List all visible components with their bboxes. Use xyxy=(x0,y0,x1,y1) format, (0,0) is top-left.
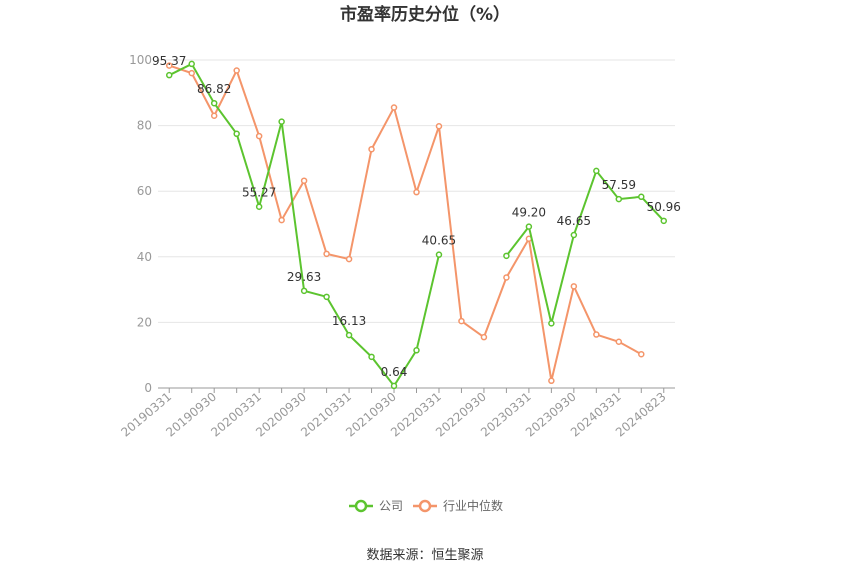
data-point[interactable] xyxy=(165,62,173,69)
data-point[interactable] xyxy=(300,177,308,184)
legend-company-label: 公司 xyxy=(379,499,403,513)
data-label: 0.64 xyxy=(381,365,408,379)
data-point[interactable] xyxy=(548,320,555,327)
data-point[interactable] xyxy=(413,188,420,196)
data-point[interactable] xyxy=(345,331,353,339)
legend-industry-marker-icon xyxy=(418,499,432,513)
data-point[interactable] xyxy=(525,223,533,230)
series-lines xyxy=(165,60,668,390)
series-line xyxy=(168,64,642,382)
data-point[interactable] xyxy=(210,99,218,107)
data-point[interactable] xyxy=(390,382,398,390)
data-label: 46.65 xyxy=(557,214,591,228)
data-point[interactable] xyxy=(638,193,645,201)
data-point[interactable] xyxy=(593,167,600,175)
data-point[interactable] xyxy=(458,317,465,325)
legend-industry-label: 行业中位数 xyxy=(443,498,503,513)
data-point[interactable] xyxy=(300,287,308,295)
data-point[interactable] xyxy=(660,217,668,225)
data-label: 95.37 xyxy=(152,54,186,68)
data-point[interactable] xyxy=(278,118,285,125)
data-source-note: 数据来源：恒生聚源 xyxy=(366,548,483,563)
data-point[interactable] xyxy=(188,60,195,68)
x-tick-label: 20240823 xyxy=(613,390,669,440)
data-point[interactable] xyxy=(233,130,240,138)
y-tick-label: 60 xyxy=(137,184,152,198)
data-point[interactable] xyxy=(570,283,578,290)
legend-company-marker-icon xyxy=(354,499,368,513)
y-tick-label: 0 xyxy=(144,381,152,395)
data-point[interactable] xyxy=(503,252,510,260)
data-point[interactable] xyxy=(255,132,263,140)
legend-item-industry[interactable]: 行业中位数 xyxy=(413,498,503,513)
data-point[interactable] xyxy=(593,331,600,338)
data-point[interactable] xyxy=(368,145,375,153)
data-point[interactable] xyxy=(390,104,398,111)
data-point[interactable] xyxy=(233,67,240,74)
data-label: 57.59 xyxy=(602,178,636,192)
data-point[interactable] xyxy=(480,333,488,341)
data-label: 49.20 xyxy=(512,206,546,220)
series-line xyxy=(168,62,440,388)
data-point[interactable] xyxy=(615,195,623,203)
data-point[interactable] xyxy=(345,255,353,263)
x-axis xyxy=(158,387,675,393)
legend-item-company[interactable]: 公司 xyxy=(349,499,403,513)
data-label: 55.27 xyxy=(242,186,276,200)
data-point[interactable] xyxy=(615,338,623,346)
data-point[interactable] xyxy=(323,250,330,258)
data-label: 40.65 xyxy=(422,234,456,248)
series-industry xyxy=(165,62,645,385)
data-point[interactable] xyxy=(210,112,218,120)
x-tick-labels: 2019033120190930202003312020093020210331… xyxy=(118,390,668,440)
data-point[interactable] xyxy=(435,123,443,130)
y-tick-label: 100 xyxy=(129,53,152,67)
data-labels: 95.37 86.82 55.27 29.63 16.13 0.64 40.65 49.20 4… xyxy=(152,54,681,379)
chart-title: 市盈率历史分位（%） xyxy=(340,4,510,25)
data-point[interactable] xyxy=(255,203,263,210)
data-point[interactable] xyxy=(188,69,195,77)
data-point[interactable] xyxy=(570,231,578,239)
series-line xyxy=(505,168,665,324)
data-point[interactable] xyxy=(368,353,375,361)
data-point[interactable] xyxy=(278,216,285,224)
data-label: 16.13 xyxy=(332,314,366,328)
data-label: 29.63 xyxy=(287,270,321,284)
legend[interactable]: 公司 行业中位数 xyxy=(349,498,503,513)
y-tick-label: 80 xyxy=(137,119,152,133)
data-point[interactable] xyxy=(503,274,510,281)
data-point[interactable] xyxy=(638,350,645,358)
data-point[interactable] xyxy=(323,293,330,301)
data-point[interactable] xyxy=(413,347,420,354)
y-tick-label: 40 xyxy=(137,250,152,264)
y-axis: 0 20 40 60 80 100 xyxy=(129,53,152,395)
y-tick-label: 20 xyxy=(137,315,152,329)
data-label: 50.96 xyxy=(647,200,681,214)
series-company xyxy=(165,60,668,390)
data-point[interactable] xyxy=(548,377,555,385)
data-point[interactable] xyxy=(165,71,173,79)
data-label: 86.82 xyxy=(197,82,231,96)
data-point[interactable] xyxy=(435,251,443,258)
